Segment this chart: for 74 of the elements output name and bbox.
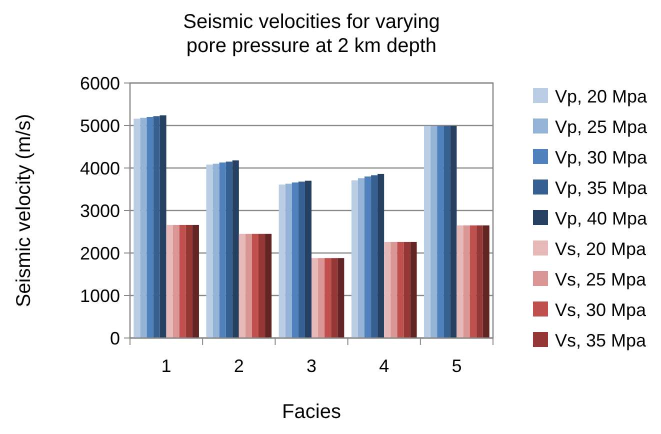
bar: [324, 258, 332, 338]
bar: [285, 184, 292, 338]
bar: [192, 224, 199, 338]
bar: [258, 234, 266, 338]
bar: [358, 178, 364, 338]
bar: [278, 184, 286, 338]
bar: [410, 242, 417, 338]
bar: [232, 160, 239, 338]
legend-label: Vs, 20 Mpa: [555, 238, 648, 259]
chart-title: Seismic velocities for varying pore pressure at 2 km depth: [183, 11, 440, 57]
bar: [238, 234, 246, 338]
bar: [437, 126, 444, 338]
bar: [318, 258, 325, 338]
x-tick-label: 2: [234, 356, 244, 376]
bar: [378, 174, 384, 338]
y-tick-label: 6000: [80, 73, 120, 94]
bar: [292, 182, 298, 338]
bar: [476, 225, 483, 338]
bar: [245, 234, 252, 338]
bar: [206, 164, 213, 338]
bar: [179, 224, 186, 338]
bar: [397, 242, 404, 338]
bar: [444, 126, 450, 338]
bar: [384, 242, 391, 338]
bar: [424, 126, 431, 338]
bar: [482, 225, 490, 338]
legend-label: Vp, 30 Mpa: [555, 147, 648, 168]
bar: [338, 258, 344, 338]
legend-label: Vp, 20 Mpa: [555, 86, 648, 106]
legend-label: Vp, 40 Mpa: [555, 208, 648, 228]
bar: [212, 164, 220, 338]
bar: [134, 118, 140, 338]
bar: [226, 162, 232, 338]
bar: [219, 162, 226, 338]
bar: [364, 176, 372, 338]
y-tick-label: 3000: [80, 200, 120, 221]
bar: [140, 118, 147, 338]
bar: [404, 242, 410, 338]
legend-label: Vs, 30 Mpa: [555, 300, 648, 320]
bar: [351, 180, 358, 338]
y-tick-label: 4000: [80, 158, 120, 178]
bar: [371, 175, 378, 338]
bar: [456, 225, 464, 338]
bar: [160, 115, 166, 338]
bar: [186, 224, 192, 338]
legend-label: Vs, 35 Mpa: [555, 330, 648, 350]
y-tick-label: 2000: [80, 243, 120, 264]
bar: [172, 224, 180, 338]
bar: [331, 258, 338, 338]
legend-label: Vs, 25 Mpa: [555, 269, 648, 290]
x-tick-label: 3: [306, 356, 317, 376]
legend-label: Vp, 35 Mpa: [555, 178, 648, 198]
x-axis-title: Facies: [282, 401, 341, 423]
y-tick-label: 5000: [80, 116, 120, 136]
bar: [463, 225, 470, 338]
x-tick-label: 1: [161, 356, 172, 376]
bar: [265, 234, 272, 338]
bar: [390, 242, 398, 338]
y-axis-title: Seismic velocity (m/s): [13, 114, 35, 308]
bar: [312, 258, 318, 338]
bar: [298, 182, 305, 338]
bar: [470, 225, 476, 338]
bar: [252, 234, 258, 338]
bar: [430, 126, 438, 338]
legend-label: Vp, 25 Mpa: [555, 116, 648, 137]
bar: [166, 224, 173, 338]
bar: [146, 117, 154, 338]
x-tick-label: 5: [452, 356, 462, 376]
y-tick-label: 1000: [80, 286, 120, 306]
bar: [450, 126, 457, 338]
x-tick-label: 4: [379, 356, 390, 376]
bar: [153, 116, 160, 338]
y-tick-label: 0: [110, 328, 120, 348]
bar: [304, 180, 312, 338]
